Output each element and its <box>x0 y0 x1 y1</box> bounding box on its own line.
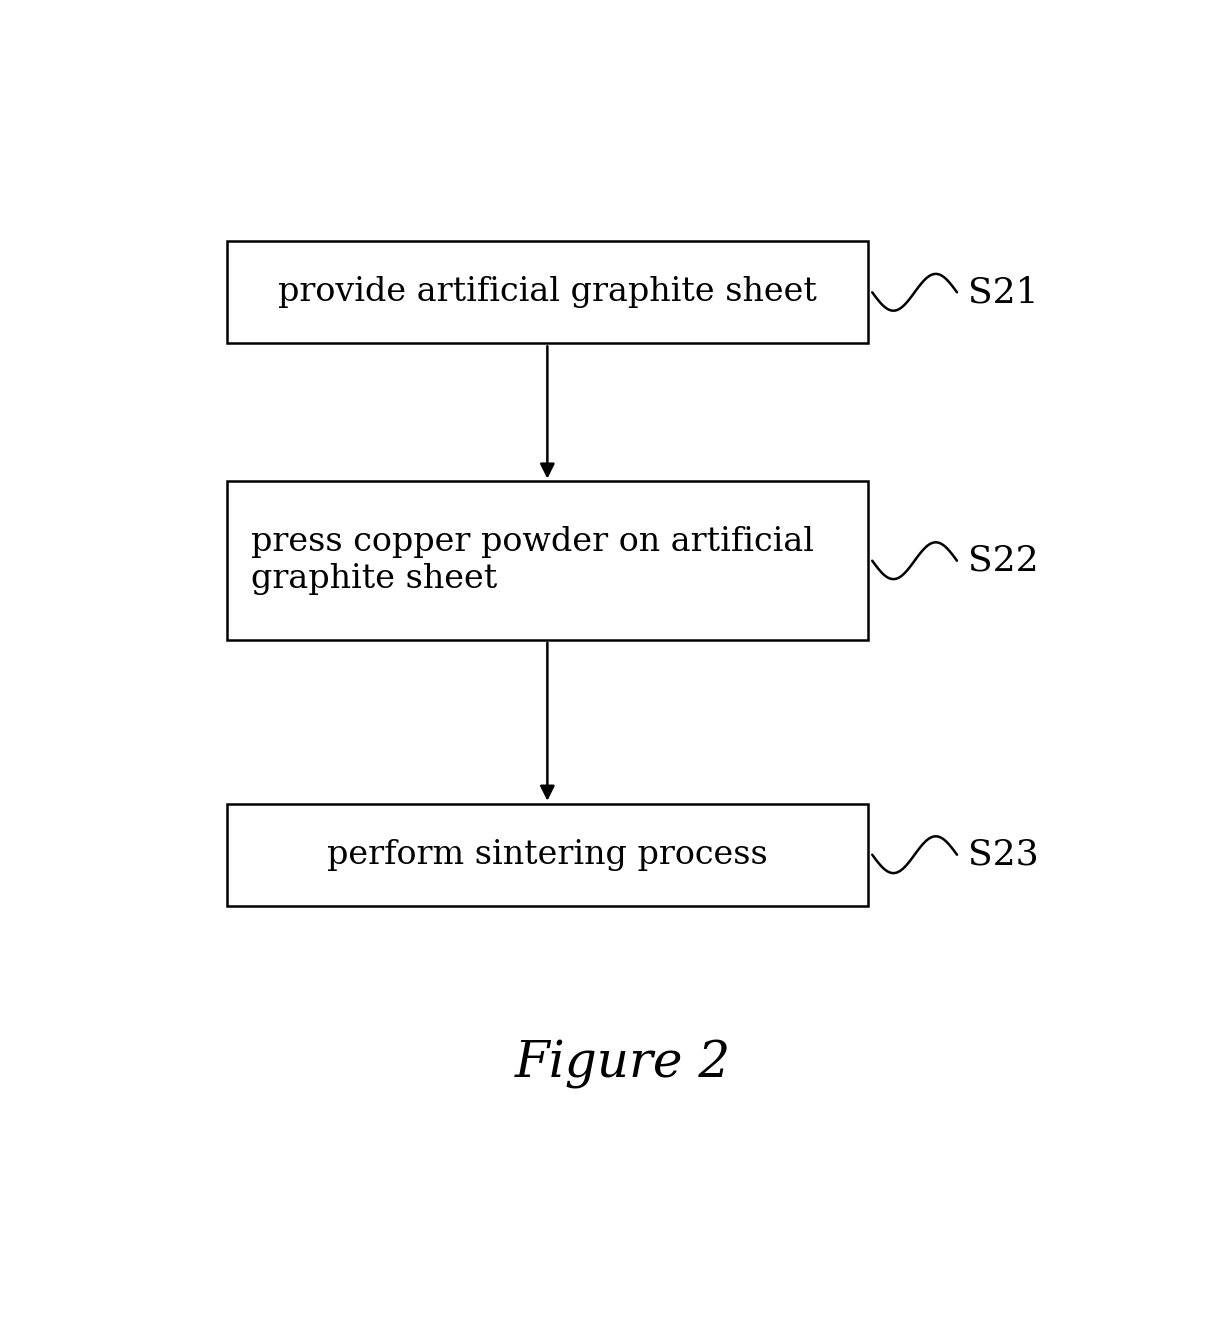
Text: press copper powder on artificial
graphite sheet: press copper powder on artificial graphi… <box>250 526 814 595</box>
Bar <box>227 482 868 640</box>
Text: Figure 2: Figure 2 <box>515 1040 730 1089</box>
Text: S22: S22 <box>968 543 1039 578</box>
Bar <box>227 242 868 344</box>
Text: S21: S21 <box>968 275 1039 309</box>
Text: provide artificial graphite sheet: provide artificial graphite sheet <box>278 276 816 308</box>
Text: S23: S23 <box>968 838 1039 871</box>
Bar <box>227 803 868 906</box>
Text: perform sintering process: perform sintering process <box>327 839 768 871</box>
